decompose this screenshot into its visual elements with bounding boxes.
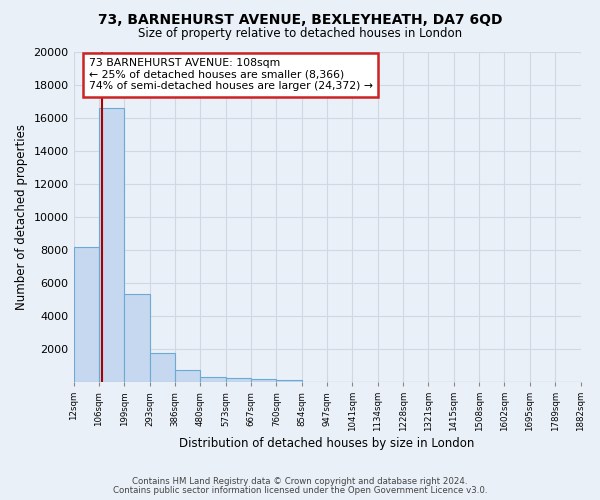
Bar (74, 246, 99, 382)
Text: 73, BARNEHURST AVENUE, BEXLEYHEATH, DA7 6QD: 73, BARNEHURST AVENUE, BEXLEYHEATH, DA7 … (98, 12, 502, 26)
Bar (124, 294, 149, 382)
Text: 73 BARNEHURST AVENUE: 108sqm
← 25% of detached houses are smaller (8,366)
74% of: 73 BARNEHURST AVENUE: 108sqm ← 25% of de… (89, 58, 373, 92)
Bar (251, 379, 277, 382)
Bar (175, 370, 200, 382)
Y-axis label: Number of detached properties: Number of detached properties (15, 124, 28, 310)
X-axis label: Distribution of detached houses by size in London: Distribution of detached houses by size … (179, 437, 475, 450)
Bar (149, 353, 175, 382)
Bar (200, 377, 226, 382)
Bar (277, 380, 302, 382)
Text: Contains HM Land Registry data © Crown copyright and database right 2024.: Contains HM Land Registry data © Crown c… (132, 477, 468, 486)
Text: Contains public sector information licensed under the Open Government Licence v3: Contains public sector information licen… (113, 486, 487, 495)
Bar (226, 378, 251, 382)
Bar (99, 108, 124, 382)
Text: Size of property relative to detached houses in London: Size of property relative to detached ho… (138, 28, 462, 40)
